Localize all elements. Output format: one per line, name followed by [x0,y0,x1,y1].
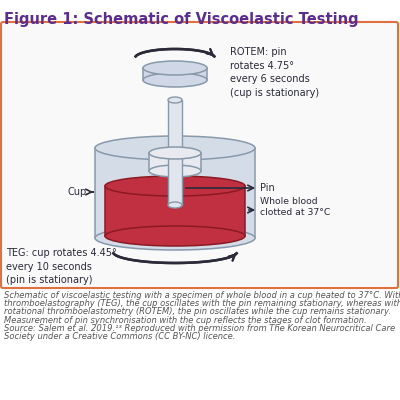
Text: Society under a Creative Commons (CC BY-NC) licence.: Society under a Creative Commons (CC BY-… [4,332,235,341]
Ellipse shape [149,147,201,159]
Ellipse shape [143,61,207,75]
Polygon shape [168,100,182,205]
Text: Figure 1: Schematic of Viscoelastic Testing: Figure 1: Schematic of Viscoelastic Test… [4,12,359,27]
Text: Cup: Cup [68,187,87,197]
Polygon shape [149,153,201,171]
Text: TEG: cup rotates 4.45°
every 10 seconds
(pin is stationary): TEG: cup rotates 4.45° every 10 seconds … [6,248,117,285]
Text: Source: Salem et al. 2019.¹³ Reproduced with permission from The Korean Neurocri: Source: Salem et al. 2019.¹³ Reproduced … [4,324,395,333]
Polygon shape [95,148,255,238]
Text: Schematic of viscoelastic testing with a specimen of whole blood in a cup heated: Schematic of viscoelastic testing with a… [4,291,400,300]
Ellipse shape [95,136,255,160]
Ellipse shape [105,176,245,196]
Ellipse shape [95,226,255,250]
Ellipse shape [168,97,182,103]
Ellipse shape [105,226,245,246]
Text: thromboelastography (TEG), the cup oscillates with the pin remaining stationary,: thromboelastography (TEG), the cup oscil… [4,299,400,308]
Text: rotational thromboelastometry (ROTEM), the pin oscillates while the cup remains : rotational thromboelastometry (ROTEM), t… [4,307,391,316]
Polygon shape [105,186,245,236]
Text: Pin: Pin [260,183,275,193]
Polygon shape [143,68,207,80]
Text: Measurement of pin synchronisation with the cup reflects the stages of clot form: Measurement of pin synchronisation with … [4,316,367,325]
Ellipse shape [149,165,201,177]
Text: Whole blood
clotted at 37°C: Whole blood clotted at 37°C [260,197,330,217]
Ellipse shape [168,202,182,208]
Ellipse shape [143,73,207,87]
FancyBboxPatch shape [1,22,398,288]
Text: ROTEM: pin
rotates 4.75°
every 6 seconds
(cup is stationary): ROTEM: pin rotates 4.75° every 6 seconds… [230,47,319,98]
